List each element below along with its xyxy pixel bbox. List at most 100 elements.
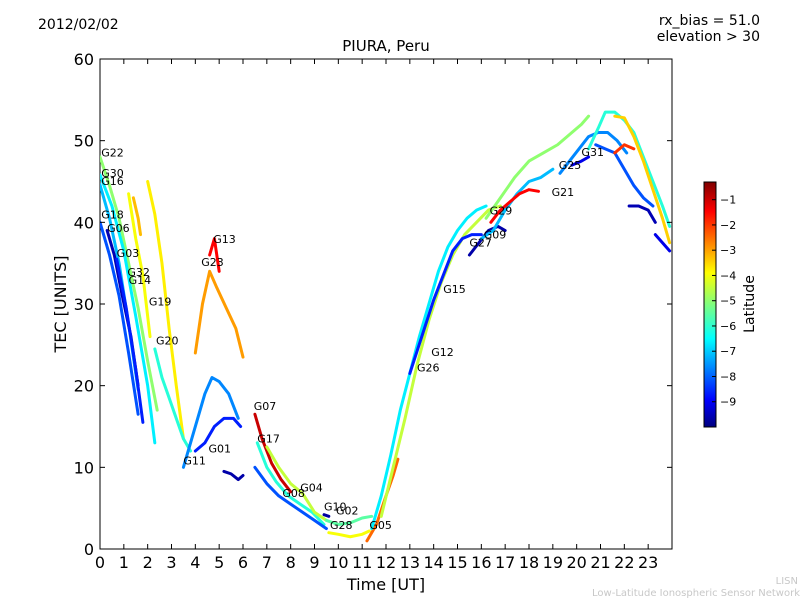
x-tick-label: 19: [543, 553, 563, 572]
colorbar-tick-label: −3: [720, 244, 736, 257]
y-tick-label: 50: [74, 132, 94, 151]
series-G19: [146, 180, 185, 441]
colorbar-tick-label: −1: [720, 194, 736, 207]
x-tick-label: 0: [95, 553, 105, 572]
series-G17: [255, 441, 326, 526]
series-G31: [570, 155, 591, 167]
satellite-label: G26: [417, 361, 440, 374]
satellite-label: G05: [369, 519, 392, 532]
series-G20: [153, 347, 193, 453]
satellite-label: G30: [101, 167, 124, 180]
colorbar-tick-label: −2: [720, 219, 736, 232]
satellite-label: G25: [559, 159, 582, 172]
y-tick-label: 20: [74, 377, 94, 396]
x-tick-label: 1: [119, 553, 129, 572]
series-G22: [100, 155, 159, 412]
x-tick-label: 15: [447, 553, 467, 572]
satellite-label: G18: [101, 209, 124, 222]
satellite-label: G16: [101, 175, 124, 188]
y-tick-label: 40: [74, 213, 94, 232]
series-G28: [327, 529, 371, 539]
series-G11: [181, 376, 240, 469]
credit-long: Low-Latitude Ionospheric Sensor Network: [592, 588, 800, 599]
colorbar-tick-label: −9: [720, 396, 736, 409]
date-label: 2012/02/02: [38, 17, 119, 33]
x-tick-label: 9: [309, 553, 319, 572]
satellite-label: G01: [208, 442, 231, 455]
satellite-label: G22: [101, 147, 124, 160]
series-G18: [100, 220, 140, 416]
satellite-label: G20: [156, 334, 179, 347]
x-tick-label: 18: [519, 553, 539, 572]
satellite-label: G08: [282, 487, 305, 500]
series-G26: [370, 204, 488, 531]
satellite-label: G31: [581, 146, 604, 159]
satellite-label: G13: [213, 233, 236, 246]
series-G31b: [594, 143, 655, 208]
satellite-label: G32: [127, 266, 150, 279]
x-tick-label: 12: [376, 553, 396, 572]
series-G29: [489, 188, 541, 224]
colorbar: [703, 181, 717, 428]
series-G24b: [613, 114, 672, 245]
series-G23: [193, 269, 245, 359]
x-tick-label: 6: [238, 553, 248, 572]
rx-bias-label: rx_bias = 51.0: [658, 13, 760, 29]
series-G32: [127, 192, 152, 339]
satellite-label: G02: [336, 504, 359, 517]
colorbar-label: Latitude: [742, 275, 758, 333]
x-tick-label: 4: [190, 553, 200, 572]
series-G25: [558, 131, 629, 175]
x-axis-label: Time [UT]: [346, 575, 425, 594]
satellite-label: G17: [257, 432, 280, 445]
series-G09b: [222, 469, 245, 482]
series-G02: [324, 514, 374, 526]
x-tick-label: 23: [638, 553, 658, 572]
series-G04: [265, 445, 328, 522]
x-tick-label: 11: [352, 553, 372, 572]
chart-title: PIURA, Peru: [342, 37, 430, 55]
series-G08: [253, 465, 328, 531]
satellite-label: G19: [149, 295, 172, 308]
x-tick-label: 14: [423, 553, 443, 572]
series-G23b: [653, 233, 672, 253]
series-G07: [253, 412, 293, 494]
colorbar-tick-label: −6: [720, 320, 736, 333]
x-tick-label: 13: [400, 553, 420, 572]
y-tick-label: 0: [84, 540, 94, 559]
y-tick-label: 60: [74, 50, 94, 69]
x-tick-label: 7: [262, 553, 272, 572]
satellite-label: G11: [183, 455, 206, 468]
x-tick-label: 17: [495, 553, 515, 572]
x-tick-label: 5: [214, 553, 224, 572]
satellite-label: G12: [431, 346, 454, 359]
x-tick-label: 16: [471, 553, 491, 572]
x-tick-label: 10: [328, 553, 348, 572]
series-G26b: [627, 204, 657, 224]
series-G30: [100, 173, 157, 445]
series-G21: [484, 114, 591, 220]
satellite-label: G27: [469, 236, 492, 249]
colorbar-tick-label: −4: [720, 269, 736, 282]
series-G13: [208, 237, 221, 273]
y-tick-label: 30: [74, 295, 94, 314]
series-G27: [467, 224, 507, 257]
satellite-label: G29: [490, 205, 513, 218]
x-tick-label: 3: [166, 553, 176, 572]
colorbar-tick-label: −8: [720, 370, 736, 383]
satellite-label: G14: [129, 274, 152, 287]
series-G31c: [613, 143, 636, 155]
series-G01: [193, 416, 243, 453]
satellite-label: G09: [484, 228, 507, 241]
series-G09: [479, 167, 555, 241]
satellite-label: G03: [117, 247, 140, 260]
series-G03: [115, 257, 145, 424]
satellite-label: G07: [254, 400, 277, 413]
satellite-label: G15: [443, 283, 466, 296]
satellite-label: G06: [107, 222, 130, 235]
satellite-label: G10: [324, 500, 347, 513]
x-tick-label: 20: [566, 553, 586, 572]
colorbar-tick-label: −5: [720, 295, 736, 308]
satellite-label: G23: [201, 256, 224, 269]
